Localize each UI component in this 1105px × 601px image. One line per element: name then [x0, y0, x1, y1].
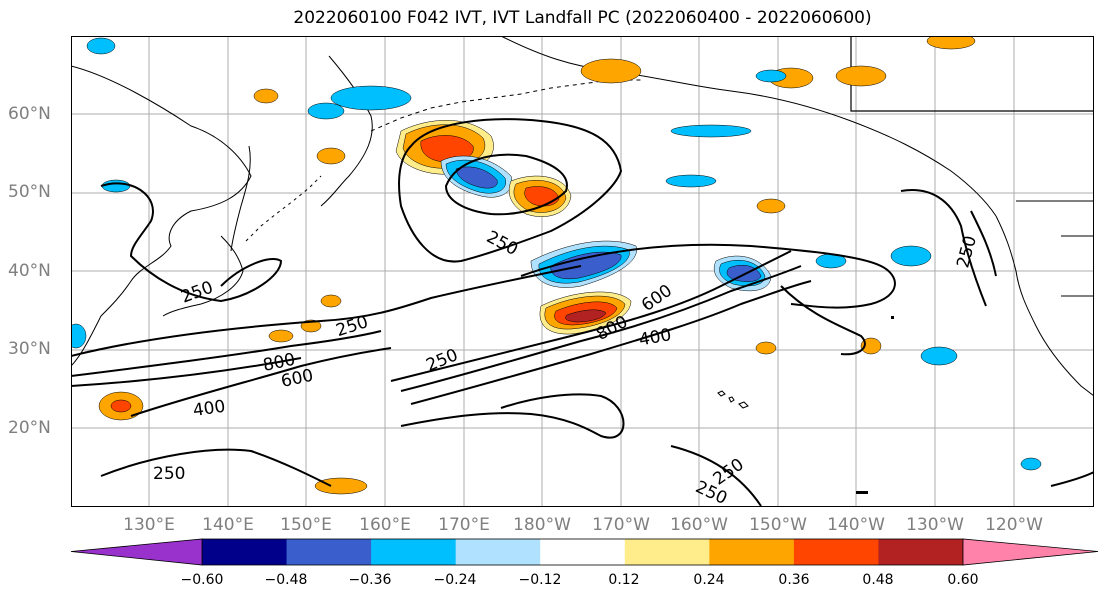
lon-label-150w: 150°W: [749, 515, 807, 535]
lon-label-170e: 170°E: [438, 515, 490, 535]
colorbar-segment: [709, 539, 795, 565]
colorbar-segment: [286, 539, 372, 565]
colorbar-tick: 0.60: [947, 572, 979, 588]
colorbar-segment: [455, 539, 541, 565]
contour-label: 250: [178, 278, 215, 308]
lon-label-160e: 160°E: [359, 515, 411, 535]
colorbar-tick: 0.24: [693, 572, 725, 588]
colorbar-tick: −0.36: [348, 572, 392, 588]
contour-label: 400: [637, 325, 672, 350]
colorbar-segment: [540, 539, 626, 565]
lon-label-140w: 140°W: [827, 515, 885, 535]
colorbar-tick: −0.60: [180, 572, 224, 588]
colorbar-tick: −0.12: [518, 572, 562, 588]
lon-label-160w: 160°W: [670, 515, 728, 535]
ivt-contours: [71, 118, 1094, 507]
colorbar-extend-high: [962, 538, 1099, 566]
lat-label-40n: 40°N: [8, 261, 51, 281]
lon-label-170w: 170°W: [592, 515, 650, 535]
pc-shading: [71, 36, 1042, 495]
colorbar-tick: 0.48: [862, 572, 894, 588]
contour-label: 250: [953, 234, 981, 271]
lon-label-120w: 120°W: [985, 515, 1043, 535]
colorbar: [70, 538, 1099, 566]
lat-label-20n: 20°N: [8, 418, 51, 438]
lon-label-140e: 140°E: [202, 515, 254, 535]
lon-label-130e: 130°E: [123, 515, 175, 535]
lat-label-60n: 60°N: [8, 104, 51, 124]
lon-label-150e: 150°E: [280, 515, 332, 535]
map-panel: 250 250 250 250 250 250 250 250 800 600 …: [71, 36, 1094, 507]
contour-label: 250: [334, 312, 371, 341]
lat-label-30n: 30°N: [8, 339, 51, 359]
contour-label: 250: [483, 227, 521, 260]
coastlines: [71, 36, 1094, 409]
map-title: 2022060100 F042 IVT, IVT Landfall PC (20…: [293, 8, 872, 28]
colorbar-segment: [202, 539, 288, 565]
colorbar-tick: −0.24: [433, 572, 477, 588]
colorbar-segment: [878, 539, 964, 565]
lat-label-50n: 50°N: [8, 182, 51, 202]
colorbar-segment: [793, 539, 879, 565]
lon-label-130w: 130°W: [906, 515, 964, 535]
colorbar-tick: 0.36: [778, 572, 810, 588]
colorbar-segment: [371, 539, 457, 565]
lon-label-180w: 180°W: [513, 515, 571, 535]
colorbar-segment: [624, 539, 710, 565]
colorbar-tick: 0.12: [608, 572, 640, 588]
contour-label: 250: [153, 464, 185, 484]
contour-label: 400: [192, 397, 227, 421]
colorbar-tick: −0.48: [264, 572, 308, 588]
colorbar-extend-low: [70, 538, 203, 566]
